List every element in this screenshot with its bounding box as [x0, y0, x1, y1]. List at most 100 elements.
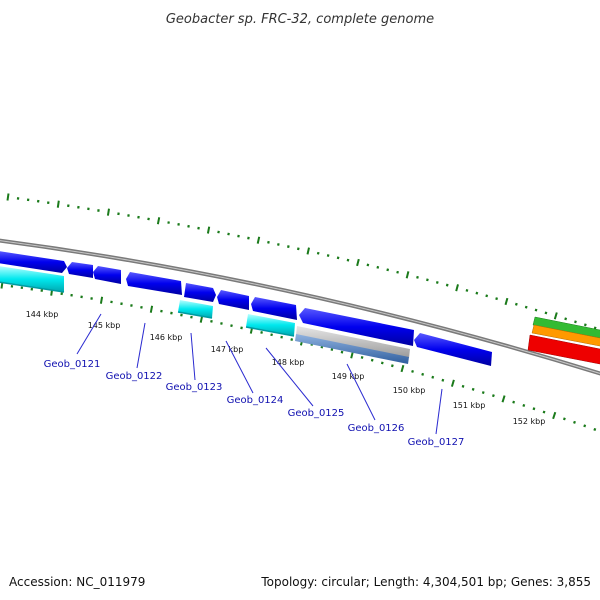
major-tick	[504, 297, 509, 306]
minor-tick	[564, 317, 568, 321]
gene-label[interactable]: Geob_0125	[288, 408, 345, 419]
minor-tick	[532, 407, 536, 411]
major-tick	[256, 236, 261, 244]
minor-tick	[475, 291, 479, 295]
major-tick	[56, 200, 60, 208]
minor-tick	[160, 309, 163, 313]
minor-tick	[217, 230, 220, 234]
kbp-label: 152 kbp	[513, 417, 546, 426]
minor-tick	[340, 350, 344, 354]
rna-feature[interactable]	[0, 266, 64, 292]
gene-label[interactable]: Geob_0124	[227, 395, 284, 406]
cds-track	[0, 251, 492, 366]
cds-feature[interactable]	[184, 283, 216, 302]
major-tick	[99, 296, 104, 304]
minor-tick	[370, 358, 374, 362]
backbone-highlight	[0, 240, 600, 374]
orange-feature[interactable]	[531, 324, 600, 347]
minor-tick	[435, 281, 439, 284]
minor-tick	[562, 417, 566, 421]
cds-feature[interactable]	[0, 251, 67, 273]
minor-tick	[465, 288, 469, 292]
minor-tick	[197, 226, 200, 230]
minor-tick	[411, 369, 414, 373]
minor-tick	[593, 326, 597, 330]
major-tick	[552, 411, 557, 420]
minor-tick	[260, 331, 263, 334]
minor-tick	[220, 322, 223, 325]
gray-feature[interactable]	[296, 326, 410, 358]
minor-tick	[130, 304, 133, 307]
major-tick	[156, 217, 161, 225]
minor-tick	[170, 311, 173, 315]
minor-tick	[485, 294, 489, 298]
minor-tick	[190, 315, 193, 319]
cds-feature[interactable]	[217, 290, 249, 310]
cds-feature[interactable]	[299, 308, 414, 346]
minor-tick	[366, 263, 370, 267]
kbp-label: 144 kbp	[26, 310, 59, 319]
minor-tick	[380, 361, 384, 365]
minor-tick	[326, 254, 330, 257]
major-tick	[6, 193, 10, 201]
kbp-label: 145 kbp	[88, 321, 121, 330]
kbp-labels: 144 kbp 145 kbp 146 kbp 147 kbp 148 kbp …	[26, 310, 546, 426]
genome-stats-text: Topology: circular; Length: 4,304,501 bp…	[260, 575, 591, 589]
minor-tick	[573, 420, 576, 424]
minor-tick	[230, 324, 233, 328]
minor-tick	[376, 265, 380, 269]
minor-tick	[277, 243, 280, 246]
minor-tick	[267, 240, 270, 244]
major-tick	[405, 271, 410, 279]
cds-feature[interactable]	[126, 272, 182, 295]
minor-tick	[583, 424, 587, 428]
minor-tick	[471, 387, 475, 391]
gene-label[interactable]: Geob_0122	[106, 371, 163, 382]
minor-tick	[524, 305, 528, 309]
map-title: Geobacter sp. FRC-32, complete genome	[166, 12, 434, 27]
genome-backbone	[0, 238, 600, 376]
gene-leader-lines	[76, 313, 443, 435]
kbp-label: 151 kbp	[453, 401, 486, 410]
major-tick	[553, 312, 558, 320]
minor-tick	[542, 410, 546, 414]
gene-label[interactable]: Geob_0127	[408, 437, 465, 448]
cds-feature[interactable]	[251, 297, 297, 320]
gene-label[interactable]: Geob_0121	[44, 359, 101, 370]
major-tick	[400, 364, 405, 373]
minor-tick	[360, 356, 364, 359]
minor-tick	[396, 270, 399, 274]
minor-tick	[280, 335, 283, 339]
cds-feature[interactable]	[414, 333, 492, 366]
minor-tick	[495, 297, 498, 301]
minor-tick	[140, 305, 143, 309]
minor-tick	[290, 338, 294, 341]
gene-label[interactable]: Geob_0123	[166, 382, 223, 393]
major-tick	[450, 379, 455, 387]
minor-tick	[247, 236, 250, 240]
rna-feature[interactable]	[246, 314, 295, 336]
minor-tick	[593, 427, 597, 431]
minor-tick	[426, 278, 429, 282]
minor-tick	[296, 247, 300, 251]
minor-tick	[522, 403, 526, 407]
cds-feature[interactable]	[67, 262, 93, 278]
cds-feature[interactable]	[93, 266, 121, 284]
major-tick	[106, 208, 110, 216]
minor-tick	[441, 378, 445, 382]
minor-tick	[390, 364, 394, 368]
major-tick	[306, 247, 310, 255]
minor-tick	[491, 394, 495, 398]
green-feature[interactable]	[532, 316, 600, 339]
red-feature[interactable]	[527, 334, 600, 365]
gene-label[interactable]: Geob_0126	[348, 423, 405, 434]
minor-tick	[574, 320, 577, 324]
minor-tick	[421, 372, 425, 376]
steel-feature[interactable]	[295, 334, 409, 364]
minor-tick	[287, 245, 290, 249]
minor-tick	[445, 283, 449, 287]
minor-tick	[270, 333, 273, 337]
gene-labels: Geob_0121 Geob_0122 Geob_0123 Geob_0124 …	[44, 359, 465, 448]
minor-tick	[386, 268, 390, 272]
